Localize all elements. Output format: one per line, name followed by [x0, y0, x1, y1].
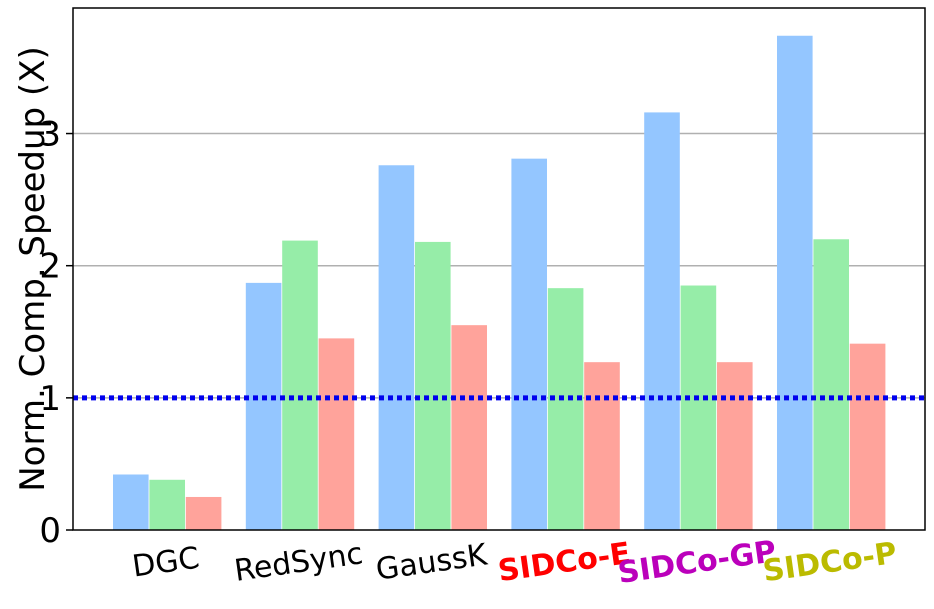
- bar: [149, 479, 185, 530]
- x-tick-label: SIDCo-E: [496, 536, 633, 589]
- bar: [415, 241, 451, 530]
- bars: [113, 35, 886, 531]
- bar: [318, 338, 355, 530]
- bar: [584, 362, 620, 530]
- x-tick-label: SIDCo-GP: [616, 534, 779, 591]
- bar: [113, 474, 149, 530]
- plot-frame: [72, 7, 926, 531]
- bar: [451, 325, 487, 530]
- bar: [813, 239, 849, 531]
- x-tick-label: RedSync: [232, 536, 365, 589]
- y-tick-label: 2: [39, 247, 61, 287]
- y-axis-ticks: 0 1 2 3: [39, 115, 73, 551]
- bar: [777, 35, 813, 531]
- x-tick-label: DGC: [130, 541, 202, 585]
- y-tick-label: 1: [39, 379, 61, 419]
- bar: [245, 282, 282, 530]
- bar: [680, 285, 717, 530]
- bar: [282, 240, 318, 530]
- y-axis-title: Norm. Comp. Speedup (X): [13, 46, 53, 492]
- bar: [378, 165, 415, 531]
- bar: [717, 362, 753, 530]
- bar: [849, 343, 886, 530]
- bar: [547, 288, 584, 530]
- y-tick-label: 0: [39, 511, 61, 551]
- bar: [644, 112, 680, 531]
- x-tick-label: GaussK: [374, 537, 491, 587]
- bar: [185, 496, 222, 530]
- x-tick-label: SIDCo-P: [761, 536, 899, 589]
- y-tick-label: 3: [39, 115, 61, 155]
- bar: [511, 158, 547, 530]
